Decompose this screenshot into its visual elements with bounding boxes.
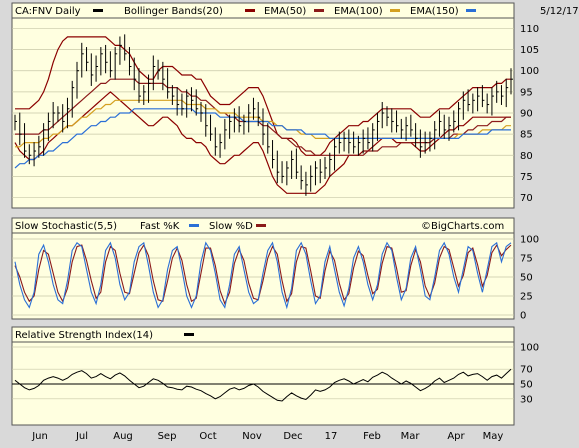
price-legend-swatch	[93, 9, 103, 12]
x-tick-label: Nov	[242, 431, 262, 442]
stoch-lines	[14, 241, 512, 310]
stoch-y-tick-label: 100	[520, 235, 539, 246]
bigcharts-credit: ©BigCharts.com	[421, 221, 504, 232]
legend-ema100-label: EMA(100)	[334, 6, 383, 17]
legend-ema50-label: EMA(50)	[264, 6, 306, 17]
rsi-y-tick-label: 100	[520, 343, 539, 354]
rsi-y-tick-label: 50	[520, 380, 533, 391]
stoch-title: Slow Stochastic(5,5)	[15, 221, 117, 232]
line-bollinger-upper	[15, 36, 511, 156]
price-panel: CA:FNV Daily Bollinger Bands(20) EMA(50)…	[11, 2, 579, 209]
legend-bollinger-swatch	[245, 9, 255, 12]
price-y-axis: 110 105 100 95 90 85 80 75 70	[520, 24, 539, 204]
rsi-lines	[12, 368, 514, 402]
x-tick-label: Sep	[158, 431, 177, 442]
fast-k-line	[14, 241, 512, 310]
stoch-y-tick-label: 25	[520, 292, 533, 303]
x-tick-label: Dec	[283, 431, 302, 442]
rsi-legend-swatch	[184, 333, 194, 336]
x-tick-label: Aug	[113, 431, 133, 442]
rsi-y-axis: 100 70 50 30	[520, 343, 539, 406]
legend-ema100-swatch	[390, 9, 400, 12]
price-y-tick-label: 90	[520, 109, 533, 120]
price-y-tick-label: 100	[520, 66, 539, 77]
stoch-y-tick-label: 50	[520, 273, 533, 284]
rsi-y-tick-label: 30	[520, 394, 533, 405]
legend-slowd-label: Slow %D	[209, 221, 253, 232]
legend-fastk-swatch	[189, 224, 199, 227]
price-y-tick-label: 75	[520, 172, 533, 183]
rsi-title: Relative Strength Index(14)	[15, 330, 153, 341]
x-tick-label: Jun	[31, 431, 48, 442]
line-bollinger-lower	[14, 91, 511, 194]
x-tick-label: Feb	[363, 431, 381, 442]
stoch-y-tick-label: 75	[520, 254, 533, 265]
x-tick-label: Jul	[75, 431, 88, 442]
x-tick-label: May	[483, 431, 504, 442]
price-y-tick-label: 110	[520, 24, 539, 35]
stoch-y-axis: 100 75 50 25 0	[520, 235, 539, 322]
chart-date: 5/12/17	[540, 6, 579, 17]
price-y-tick-label: 105	[520, 45, 539, 56]
rsi-y-tick-label: 70	[520, 365, 533, 376]
legend-ema150-swatch	[466, 9, 476, 12]
price-bars	[14, 34, 513, 196]
price-y-tick-label: 95	[520, 87, 533, 98]
price-y-tick-label: 80	[520, 151, 533, 162]
price-header-bar	[11, 2, 515, 19]
symbol-label: CA:FNV Daily	[15, 6, 81, 17]
price-y-tick-label: 85	[520, 130, 533, 141]
x-tick-label: Mar	[401, 431, 421, 442]
price-y-tick-label: 70	[520, 193, 533, 204]
x-tick-label: Apr	[447, 431, 465, 442]
legend-ema50-swatch	[314, 9, 324, 12]
legend-fastk-label: Fast %K	[140, 221, 180, 232]
stochastic-panel: Slow Stochastic(5,5) Fast %K Slow %D ©Bi…	[11, 217, 539, 322]
rsi-line	[14, 368, 512, 402]
x-axis: Jun Jul Aug Sep Oct Nov Dec 17 Feb Mar A…	[31, 431, 503, 442]
x-tick-label: Oct	[199, 431, 216, 442]
legend-bollinger-label: Bollinger Bands(20)	[124, 6, 223, 17]
x-tick-label: 17	[325, 431, 338, 442]
stoch-y-tick-label: 0	[520, 311, 526, 322]
rsi-panel: Relative Strength Index(14) 100 70 50 30	[11, 326, 539, 426]
legend-slowd-swatch	[256, 224, 266, 227]
legend-ema150-label: EMA(150)	[410, 6, 459, 17]
